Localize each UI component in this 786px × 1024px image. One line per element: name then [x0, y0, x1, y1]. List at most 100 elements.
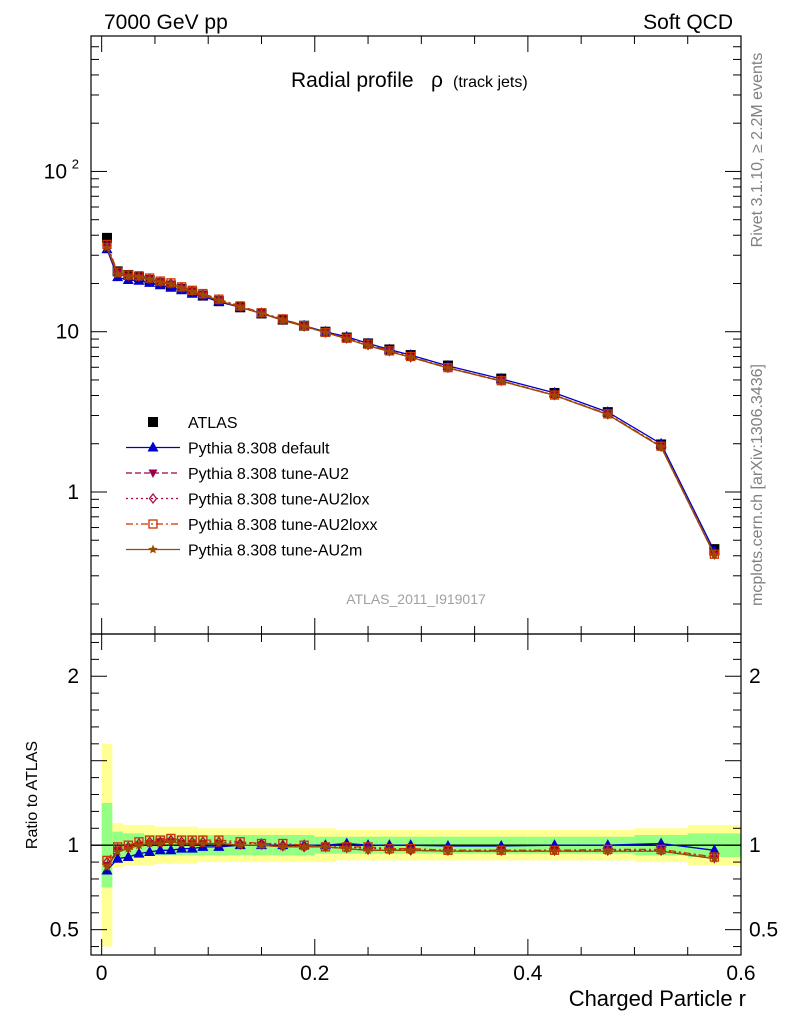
series-4-ratio-point: [656, 844, 666, 855]
series-5-point: [278, 315, 288, 325]
series-5-point: [155, 277, 165, 287]
y-tick-label-ratio-right: 0.5: [749, 919, 778, 942]
series-1-ratio-point: [122, 851, 134, 862]
main-panel: 1 10 10 2: [44, 35, 742, 634]
energy-label: 7000 GeV pp: [104, 11, 228, 34]
series-5-ratio-point: [112, 846, 123, 856]
series-5-ratio-point: [144, 838, 155, 848]
series-4-ratio-point: [406, 843, 416, 854]
series-5-ratio-point: [342, 843, 352, 853]
series-5-ratio-point: [198, 838, 208, 848]
series-5-line: [106, 247, 715, 556]
series-5-point: [166, 279, 176, 289]
series-5-ratio-point: [166, 836, 176, 846]
series-5-ratio-point: [363, 845, 373, 855]
series-1-ratio-point: [708, 844, 720, 855]
legend-marker: [147, 441, 159, 452]
series-5-ratio-point: [603, 846, 613, 856]
series-5-ratio-point: [496, 846, 506, 856]
legend-marker: [148, 519, 158, 529]
series-1-ratio-point: [133, 847, 145, 858]
category-label: Soft QCD: [643, 11, 733, 34]
series-4-ratio-point: [709, 852, 720, 862]
series-5-point: [144, 274, 155, 284]
series-5-point: [443, 363, 453, 373]
series-5-point: [176, 283, 187, 293]
title-main: Radial profile: [291, 69, 414, 92]
series-5-point: [123, 271, 134, 281]
series-5-point: [235, 302, 245, 312]
series-1-ratio-point: [165, 844, 177, 855]
series-3-point: [145, 273, 154, 285]
series-3-point: [603, 408, 613, 420]
analysis-tag: ATLAS_2011_I919017: [346, 591, 486, 607]
series-5-point: [603, 409, 613, 419]
series-4-ratio-point: [342, 842, 352, 852]
ratio-frame: [90, 633, 742, 956]
series-5-ratio-point: [709, 853, 720, 863]
legend-label: Pythia 8.308 tune-AU2lox: [188, 492, 369, 509]
legend-label: Pythia 8.308 tune-AU2: [188, 466, 349, 483]
legend-marker: [148, 417, 158, 427]
series-5-ratio-point: [656, 846, 666, 856]
series-5-point: [256, 308, 267, 318]
series-5-ratio-point: [102, 862, 112, 872]
series-3-point: [187, 285, 197, 297]
y-tick-label-ratio: 0.5: [50, 919, 79, 942]
series-5-ratio-point: [405, 845, 416, 855]
series-5-ratio-point: [443, 846, 453, 856]
series-5-ratio-point: [214, 838, 224, 848]
title-sub: (track jets): [453, 74, 528, 91]
series-4-ratio-point: [384, 843, 395, 854]
x-tick-label: 0.6: [726, 962, 755, 985]
series-5-point: [363, 340, 373, 350]
series-5-point: [187, 286, 197, 296]
x-axis-label: Charged Particle r: [569, 986, 746, 1011]
y-tick-label-ratio-right: 2: [749, 665, 761, 688]
series-3-ratio-point: [166, 834, 176, 846]
legend-label: Pythia 8.308 tune-AU2m: [188, 543, 362, 560]
y-tick-label-main: 1: [67, 481, 79, 504]
rivet-label: Rivet 3.1.10, ≥ 2.2M events: [749, 53, 766, 248]
y-tick-label-ratio: 1: [67, 834, 79, 857]
y-tick-label-ratio-right: 1: [749, 834, 761, 857]
legend-label: Pythia 8.308 tune-AU2loxx: [188, 517, 377, 534]
series-5-point: [102, 242, 112, 252]
y-tick-label-exponent: 2: [72, 156, 79, 171]
series-5-ratio-point: [134, 840, 144, 850]
legend-marker: [148, 493, 158, 504]
series-5-point: [112, 269, 123, 279]
plot-title: Radial profile ρ (track jets): [291, 69, 528, 92]
series-5-point: [384, 346, 395, 356]
series-3-point: [113, 267, 122, 279]
series-5-ratio-point: [235, 840, 245, 850]
mcplots-label: mcplots.cern.ch [arXiv:1306.3436]: [749, 364, 766, 606]
series-5-ratio-point: [256, 840, 267, 850]
series-5-ratio-point: [187, 838, 197, 848]
series-5-ratio-point: [278, 841, 288, 851]
series-5-point: [299, 321, 309, 331]
series-5-point: [405, 352, 416, 362]
series-3-point: [134, 270, 144, 282]
series-3-point: [214, 294, 224, 306]
legend-marker: [148, 469, 158, 478]
series-4-ratio-line: [106, 837, 715, 861]
series-5-point: [214, 295, 224, 305]
series-0-point: [101, 232, 112, 243]
series-5-ratio-point: [299, 841, 309, 851]
series-5-ratio-point: [176, 838, 187, 848]
series-5-point: [134, 272, 144, 282]
series-3-point: [124, 270, 133, 282]
series-5-point: [320, 327, 331, 337]
legend-marker: [148, 544, 158, 554]
legend-label: Pythia 8.308 default: [188, 441, 330, 458]
x-tick-label: 0: [96, 962, 108, 985]
series-5-ratio-point: [155, 838, 165, 848]
series-1-ratio-point: [154, 844, 166, 855]
series-5-ratio-point: [320, 841, 331, 851]
series-1-ratio-point: [112, 852, 124, 863]
series-4-ratio-point: [256, 838, 267, 849]
series-4-ratio-point: [299, 840, 309, 850]
series-5-ratio-point: [384, 845, 395, 855]
